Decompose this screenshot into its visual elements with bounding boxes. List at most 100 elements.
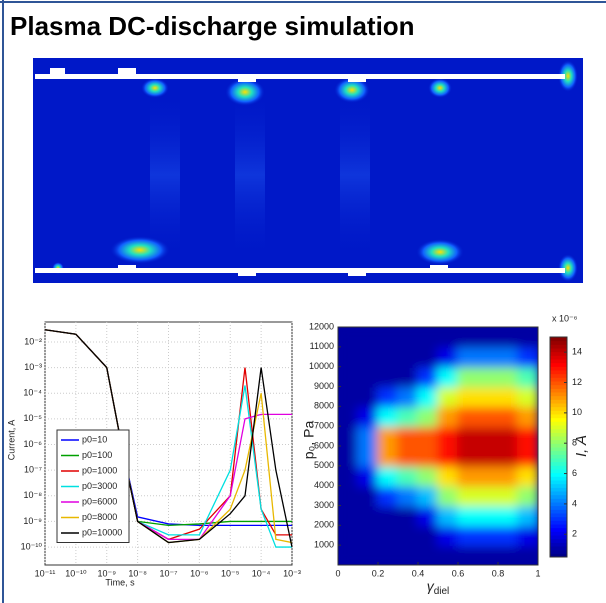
contour-cell: [517, 425, 538, 447]
contour-cell: [377, 544, 399, 565]
x-tick-label: 10⁻⁶: [190, 568, 209, 578]
contour-cell: [437, 365, 459, 388]
contour-cell: [457, 504, 479, 527]
colorbar-segment: [550, 469, 567, 474]
colorbar-tick-label: 14: [572, 347, 582, 357]
contour-cell: [437, 544, 459, 565]
colorbar-segment: [550, 491, 567, 496]
contour-cell: [377, 405, 399, 428]
contour-cell: [457, 385, 479, 408]
colorbar-segment: [550, 476, 567, 481]
contour-cell: [437, 327, 459, 348]
colorbar-segment: [550, 535, 567, 540]
contour-cell: [357, 385, 379, 408]
colorbar-segment: [550, 546, 567, 551]
contour-cell: [457, 425, 479, 447]
colorbar-segment: [550, 483, 567, 488]
contour-cell: [477, 544, 499, 565]
colorbar-segment: [550, 447, 567, 452]
colorbar-tick-label: 12: [572, 377, 582, 387]
colorbar-segment: [550, 421, 567, 426]
contour-cell: [338, 365, 359, 388]
colorbar-segment: [550, 538, 567, 543]
sim-glow: [340, 90, 370, 260]
contour-cell: [477, 365, 499, 388]
electrode-bump: [348, 270, 366, 276]
x-tick-label: 10⁻⁷: [159, 568, 177, 578]
colorbar-segment: [550, 399, 567, 404]
contour-cell: [437, 345, 459, 368]
contour-cell: [377, 365, 399, 388]
contour-cell: [338, 484, 359, 507]
colorbar-segment: [550, 432, 567, 437]
colorbar-segment: [550, 425, 567, 430]
colorbar-segment: [550, 395, 567, 400]
contour-cell: [338, 544, 359, 565]
colorbar-segment: [550, 428, 567, 433]
y-tick-label: 10⁻³: [24, 362, 42, 372]
electrode-bump: [50, 68, 65, 76]
contour-cell: [497, 405, 519, 428]
legend-label: p0=10: [82, 434, 107, 444]
sim-glow: [235, 90, 265, 260]
colorbar-segment: [550, 373, 567, 378]
y-tick-label: 5000: [314, 460, 334, 470]
y-tick-label: 10⁻⁵: [24, 413, 43, 423]
legend-label: p0=1000: [82, 465, 117, 475]
contour-cell: [397, 365, 419, 388]
y-tick-label: 6000: [314, 440, 334, 450]
sim-glow: [225, 78, 265, 106]
contour-cell: [497, 524, 519, 547]
x-tick-label: 0.6: [452, 568, 465, 578]
contour-cell: [457, 405, 479, 428]
contour-cell: [338, 464, 359, 487]
sim-glow: [141, 78, 169, 98]
contour-cell: [397, 327, 419, 348]
colorbar-segment: [550, 384, 567, 389]
y-tick-label: 4000: [314, 480, 334, 490]
electrode-bump: [238, 76, 256, 82]
y-tick-label: 10⁻⁹: [23, 516, 42, 526]
x-tick-label: 10⁻¹¹: [35, 568, 56, 578]
contour-cell: [417, 405, 439, 428]
contour-cell: [397, 445, 419, 467]
y-axis-label: p₀, Pa: [301, 421, 317, 460]
contour-cell: [357, 405, 379, 428]
colorbar-tick-label: 8: [572, 438, 577, 448]
colorbar-segment: [550, 355, 567, 360]
colorbar-segment: [550, 351, 567, 356]
colorbar-tick-label: 2: [572, 529, 577, 539]
contour-cell: [457, 464, 479, 487]
x-tick-label: 10⁻⁹: [97, 568, 116, 578]
contour-cell: [338, 425, 359, 447]
contour-cell: [497, 484, 519, 507]
sim-glow: [334, 77, 370, 103]
contour-cell: [377, 484, 399, 507]
contour-cell: [497, 445, 519, 467]
contour-cell: [457, 544, 479, 565]
sim-glow: [416, 239, 464, 265]
contour-cell: [477, 405, 499, 428]
contour-cell: [397, 345, 419, 368]
y-tick-label: 10⁻¹⁰: [21, 541, 43, 551]
contour-cell: [497, 345, 519, 368]
contour-cell: [338, 385, 359, 408]
colorbar-segment: [550, 498, 567, 503]
slide-title: Plasma DC-discharge simulation: [10, 11, 415, 41]
contour-cell: [437, 464, 459, 487]
contour-cell: [497, 385, 519, 408]
colorbar-segment: [550, 454, 567, 459]
colorbar-segment: [550, 443, 567, 448]
colorbar-segment: [550, 388, 567, 393]
contour-cell: [397, 405, 419, 428]
colorbar-segment: [550, 513, 567, 518]
contour-cell: [338, 445, 359, 467]
y-tick-label: 9000: [314, 381, 334, 391]
colorbar-segment: [550, 381, 567, 386]
contour-cell: [377, 445, 399, 467]
contour-cell: [357, 365, 379, 388]
contour-cell: [377, 464, 399, 487]
x-label-sub: diel: [434, 586, 450, 597]
contour-cell: [477, 327, 499, 348]
y-tick-label: 10⁻⁶: [24, 439, 43, 449]
